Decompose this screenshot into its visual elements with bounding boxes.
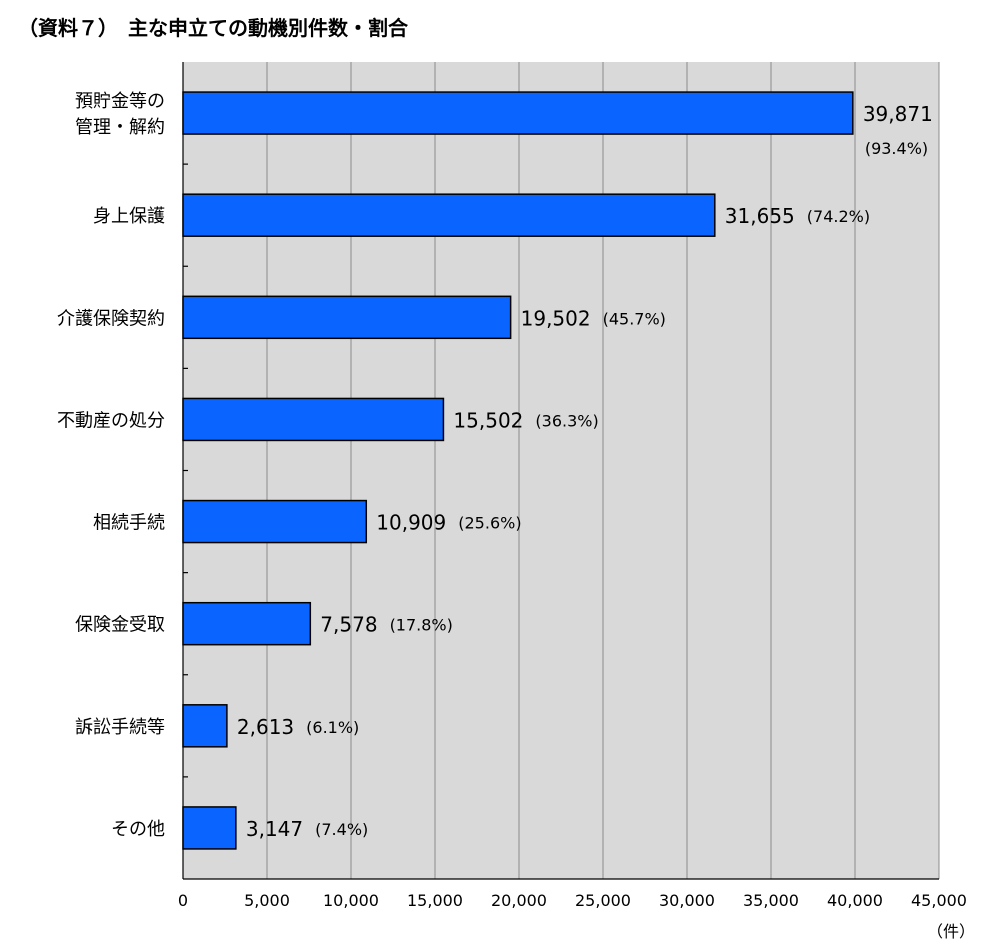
x-tick-labels: 0 5,000 10,000 15,000 20,000 25,000 30,000 35,0… <box>178 891 967 910</box>
percent-label: (7.4%) <box>315 820 368 839</box>
bar <box>182 295 512 340</box>
bars <box>182 91 854 850</box>
category-label: 保険金受取 <box>75 615 165 636</box>
x-tick-label: 15,000 <box>407 891 463 910</box>
percent-label: (25.6%) <box>458 514 521 533</box>
percent-label: (36.3%) <box>535 411 598 430</box>
category-label: 相続手続 <box>93 513 165 534</box>
value-label: 19,502 <box>521 306 591 330</box>
x-tick-label: 0 <box>178 891 188 910</box>
category-label: 訴訟手続等 <box>75 717 165 738</box>
x-tick-label: 30,000 <box>659 891 715 910</box>
value-label: 3,147 <box>246 817 303 841</box>
chart-title: （資料７） 主な申立ての動機別件数・割合 <box>18 16 408 40</box>
percent-label: (45.7%) <box>603 309 666 328</box>
x-tick-label: 45,000 <box>911 891 967 910</box>
x-tick-label: 20,000 <box>491 891 547 910</box>
plot-background <box>183 62 939 879</box>
category-label: 預貯金等の管理・解約 <box>75 91 165 138</box>
x-tick-label: 25,000 <box>575 891 631 910</box>
value-label: 2,613 <box>237 715 294 739</box>
x-tick-label: 5,000 <box>244 891 290 910</box>
category-labels: 預貯金等の管理・解約身上保護介護保険契約不動産の処分相続手続保険金受取訴訟手続等… <box>57 91 165 840</box>
x-unit-label: （件） <box>927 922 975 941</box>
category-label: その他 <box>111 819 165 840</box>
value-label: 10,909 <box>376 511 446 535</box>
percent-label: (17.8%) <box>390 616 453 635</box>
percent-label: (6.1%) <box>306 718 359 737</box>
value-labels: 39,871 (93.4%) 31,655 (74.2%) 19,502 (45.7%) 1… <box>237 102 933 841</box>
x-tick-label: 40,000 <box>827 891 883 910</box>
bar <box>182 91 854 135</box>
bar <box>182 397 445 442</box>
category-label: 不動産の処分 <box>57 410 165 431</box>
bar <box>182 704 228 748</box>
percent-label: (74.2%) <box>807 207 870 226</box>
category-label: 介護保険契約 <box>57 308 165 329</box>
bar <box>182 193 716 237</box>
value-label: 39,871 <box>863 102 933 126</box>
bar <box>182 601 312 646</box>
value-label: 31,655 <box>725 204 795 228</box>
bar <box>182 499 368 544</box>
value-label: 15,502 <box>453 408 523 432</box>
value-label: 7,578 <box>320 613 377 637</box>
x-tick-label: 10,000 <box>323 891 379 910</box>
bar <box>182 806 237 850</box>
x-tick-label: 35,000 <box>743 891 799 910</box>
percent-label: (93.4%) <box>865 139 928 158</box>
category-label: 身上保護 <box>93 206 165 227</box>
